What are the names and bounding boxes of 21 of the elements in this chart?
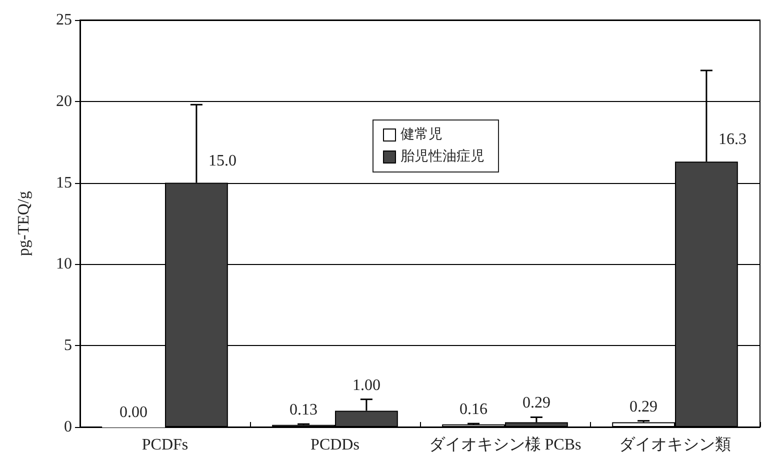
data-label: 1.00 [352, 376, 380, 394]
x-tick-label: PCDFs [142, 436, 188, 454]
y-tick-label: 10 [56, 256, 72, 273]
legend-label: 健常児 [400, 126, 442, 142]
data-label: 0.16 [460, 401, 488, 418]
data-label: 16.3 [718, 131, 746, 148]
data-label: 0.29 [630, 398, 658, 416]
x-tick-label: ダイオキシン様 PCBs [428, 436, 582, 454]
data-label: 0.13 [290, 402, 318, 419]
data-label: 0.29 [522, 394, 550, 412]
y-tick-label: 25 [56, 12, 72, 28]
x-tick-label: ダイオキシン類 [619, 436, 731, 454]
data-label: 15.0 [208, 152, 236, 170]
y-axis-title: pg-TEQ/g [16, 191, 32, 256]
y-tick-label: 15 [56, 174, 72, 192]
legend-label: 胎児性油症児 [400, 148, 484, 164]
y-tick-label: 0 [64, 418, 72, 436]
x-tick-label: PCDDs [310, 436, 360, 454]
data-label: 0.00 [120, 404, 148, 421]
y-tick-label: 20 [56, 92, 72, 110]
y-tick-label: 5 [64, 337, 72, 354]
